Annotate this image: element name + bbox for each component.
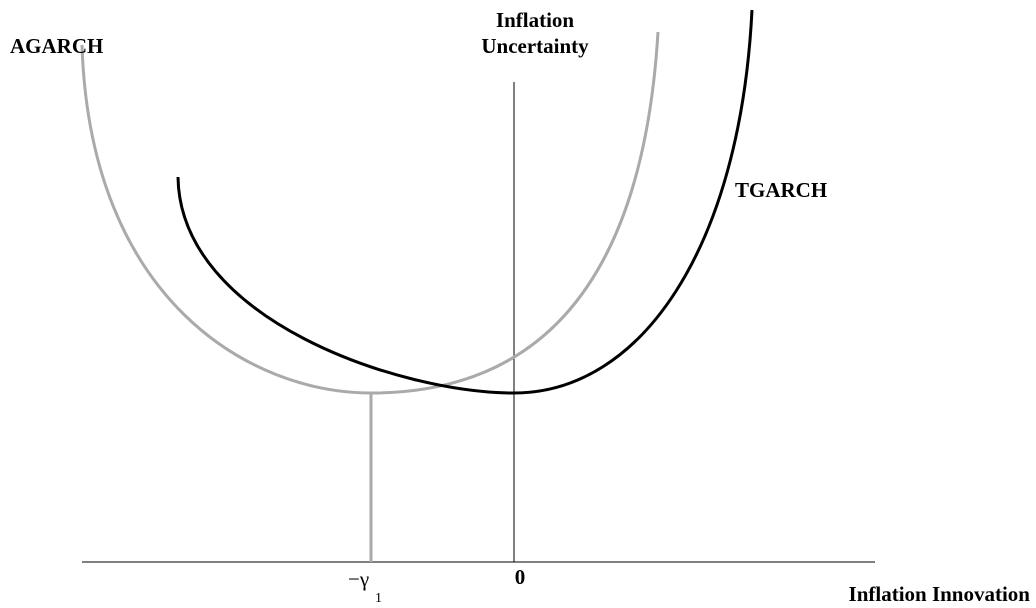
agarch-curve — [80, 31, 660, 395]
y-axis-label: Uncertainty — [481, 34, 589, 58]
curve-label: TGARCH — [735, 178, 827, 202]
origin-label: 0 — [515, 565, 526, 589]
marker-subscript: 1 — [375, 591, 382, 606]
y-axis-label: Inflation — [496, 8, 575, 32]
curve-label: AGARCH — [10, 34, 103, 58]
tgarch-curve — [176, 9, 754, 395]
marker-label: −γ — [348, 567, 369, 591]
x-axis-label: Inflation Innovation — [849, 582, 1031, 606]
